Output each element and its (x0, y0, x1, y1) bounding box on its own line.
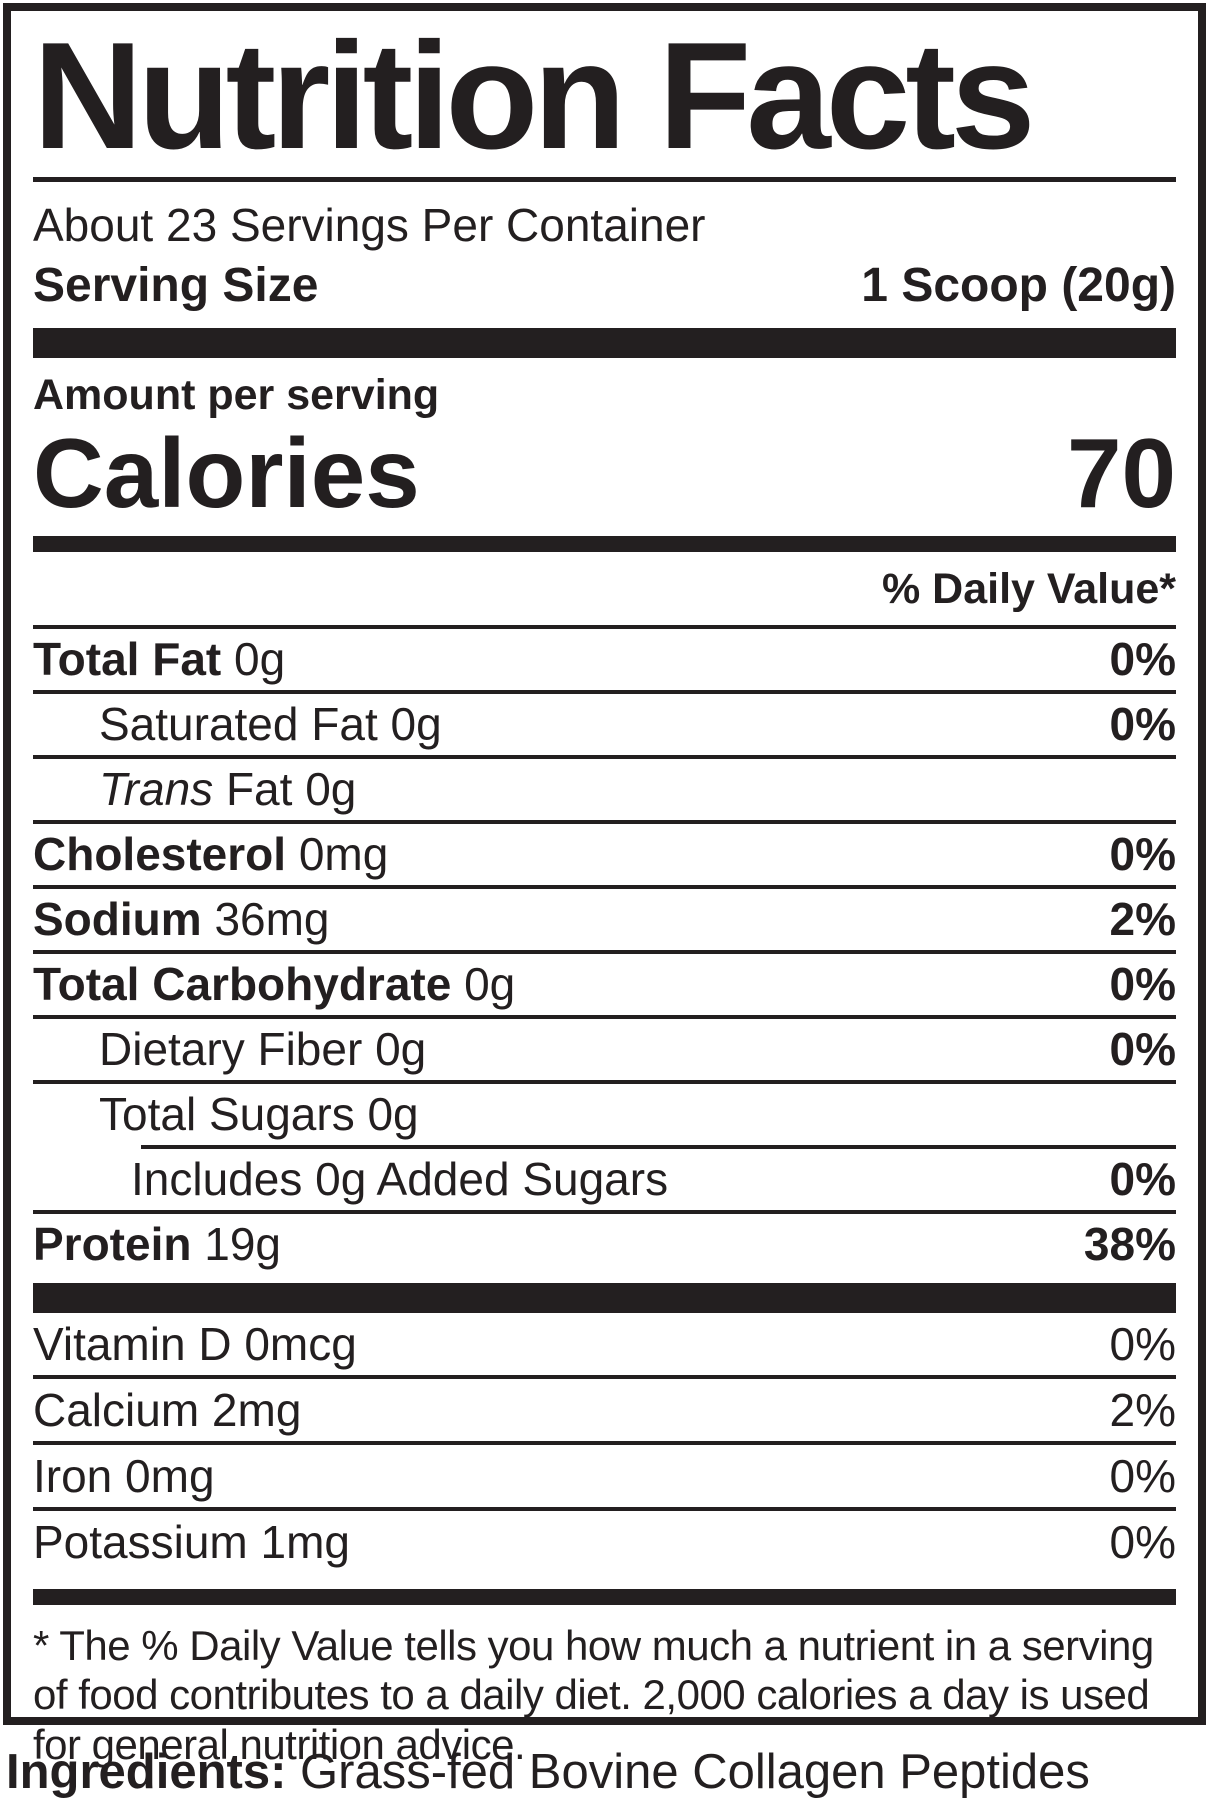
nutrient-dv: 0% (1109, 1023, 1176, 1076)
ingredients-line: Ingredients: Grass-fed Bovine Collagen P… (6, 1748, 1210, 1797)
nutrient-dv: 0% (1109, 1317, 1176, 1370)
row-divider (33, 1374, 1176, 1379)
nutrient-name: Saturated Fat 0g (99, 698, 442, 751)
row-divider (33, 819, 1176, 824)
nutrient-dv: 2% (1109, 893, 1176, 946)
nutrient-name: Vitamin D 0mcg (33, 1317, 357, 1370)
nutrient-name: Total Fat 0g (33, 633, 286, 686)
row-divider-indented (141, 1144, 1176, 1149)
micronutrients-block: Vitamin D 0mcg 0% Calcium 2mg 2% Iron 0m… (33, 1313, 1176, 1573)
row-divider (33, 1506, 1176, 1511)
nutrient-row-protein: Protein 19g 38% (33, 1214, 1176, 1275)
nutrient-name: Protein 19g (33, 1218, 281, 1271)
nutrient-name: Iron 0mg (33, 1449, 215, 1502)
nutrient-row-total-sugars: Total Sugars 0g (33, 1084, 1176, 1145)
nutrient-dv: 0% (1109, 828, 1176, 881)
ingredients-value: Grass-fed Bovine Collagen Peptides (286, 1745, 1090, 1799)
nutrient-dv: 38% (1083, 1218, 1176, 1271)
row-divider (33, 624, 1176, 629)
serving-size-row: Serving Size 1 Scoop (20g) (33, 258, 1176, 312)
calories-value: 70 (1066, 417, 1176, 528)
micro-row-calcium: Calcium 2mg 2% (33, 1379, 1176, 1441)
row-divider (33, 1014, 1176, 1019)
micro-row-iron: Iron 0mg 0% (33, 1445, 1176, 1507)
nutrient-dv: 0% (1109, 1449, 1176, 1502)
nutrient-row-total-carbohydrate: Total Carbohydrate 0g 0% (33, 954, 1176, 1015)
calories-label: Calories (33, 417, 420, 528)
servings-per-container: About 23 Servings Per Container (33, 198, 706, 251)
nutrition-facts-panel: Nutrition Facts About 23 Servings Per Co… (3, 3, 1206, 1768)
nutrient-dv: 0% (1109, 958, 1176, 1011)
daily-value-footnote: * The % Daily Value tells you how much a… (33, 1621, 1154, 1769)
nutrient-name: Potassium 1mg (33, 1515, 351, 1568)
nutrient-name: Total Carbohydrate 0g (33, 958, 516, 1011)
nutrient-dv: 0% (1109, 698, 1176, 751)
nutrient-row-total-fat: Total Fat 0g 0% (33, 629, 1176, 690)
row-divider (33, 949, 1176, 954)
serving-size-label: Serving Size (33, 258, 319, 312)
section-bar-calories (33, 535, 1176, 552)
row-divider (33, 1079, 1176, 1084)
ingredients-label: Ingredients: (6, 1745, 287, 1799)
nutrient-dv: 0% (1109, 633, 1176, 686)
nutrient-row-added-sugars: Includes 0g Added Sugars 0% (33, 1149, 1176, 1210)
row-divider (33, 754, 1176, 759)
row-divider (33, 1440, 1176, 1445)
nutrient-row-sodium: Sodium 36mg 2% (33, 889, 1176, 950)
nutrient-row-dietary-fiber: Dietary Fiber 0g 0% (33, 1019, 1176, 1080)
section-bar-serving (33, 327, 1176, 358)
row-divider (33, 884, 1176, 889)
serving-size-value: 1 Scoop (20g) (861, 258, 1176, 312)
nutrient-row-cholesterol: Cholesterol 0mg 0% (33, 824, 1176, 885)
nutrient-name: Calcium 2mg (33, 1383, 302, 1436)
calories-row: Calories 70 (33, 417, 1176, 528)
row-divider (33, 689, 1176, 694)
nutrient-row-trans-fat: Trans Fat 0g (33, 759, 1176, 820)
nutrient-name: Includes 0g Added Sugars (131, 1153, 669, 1206)
nutrient-name: Total Sugars 0g (99, 1088, 419, 1141)
nutrient-row-saturated-fat: Saturated Fat 0g 0% (33, 694, 1176, 755)
daily-value-header: % Daily Value* (882, 564, 1176, 613)
nutrient-name: Trans Fat 0g (99, 763, 357, 816)
nutrient-dv: 0% (1109, 1515, 1176, 1568)
nutrient-dv: 0% (1109, 1153, 1176, 1206)
nutrient-name: Dietary Fiber 0g (99, 1023, 427, 1076)
nutrient-dv: 2% (1109, 1383, 1176, 1436)
amount-per-serving-label: Amount per serving (33, 370, 440, 419)
row-divider (33, 1209, 1176, 1214)
section-bar-footnote (33, 1588, 1176, 1605)
section-bar-protein (33, 1282, 1176, 1313)
micro-row-potassium: Potassium 1mg 0% (33, 1511, 1176, 1573)
nutrient-name: Cholesterol 0mg (33, 828, 389, 881)
micro-row-vitamin-d: Vitamin D 0mcg 0% (33, 1313, 1176, 1375)
nutrient-name: Sodium 36mg (33, 893, 330, 946)
title-divider (33, 176, 1176, 182)
panel-title: Nutrition Facts (33, 11, 1035, 181)
